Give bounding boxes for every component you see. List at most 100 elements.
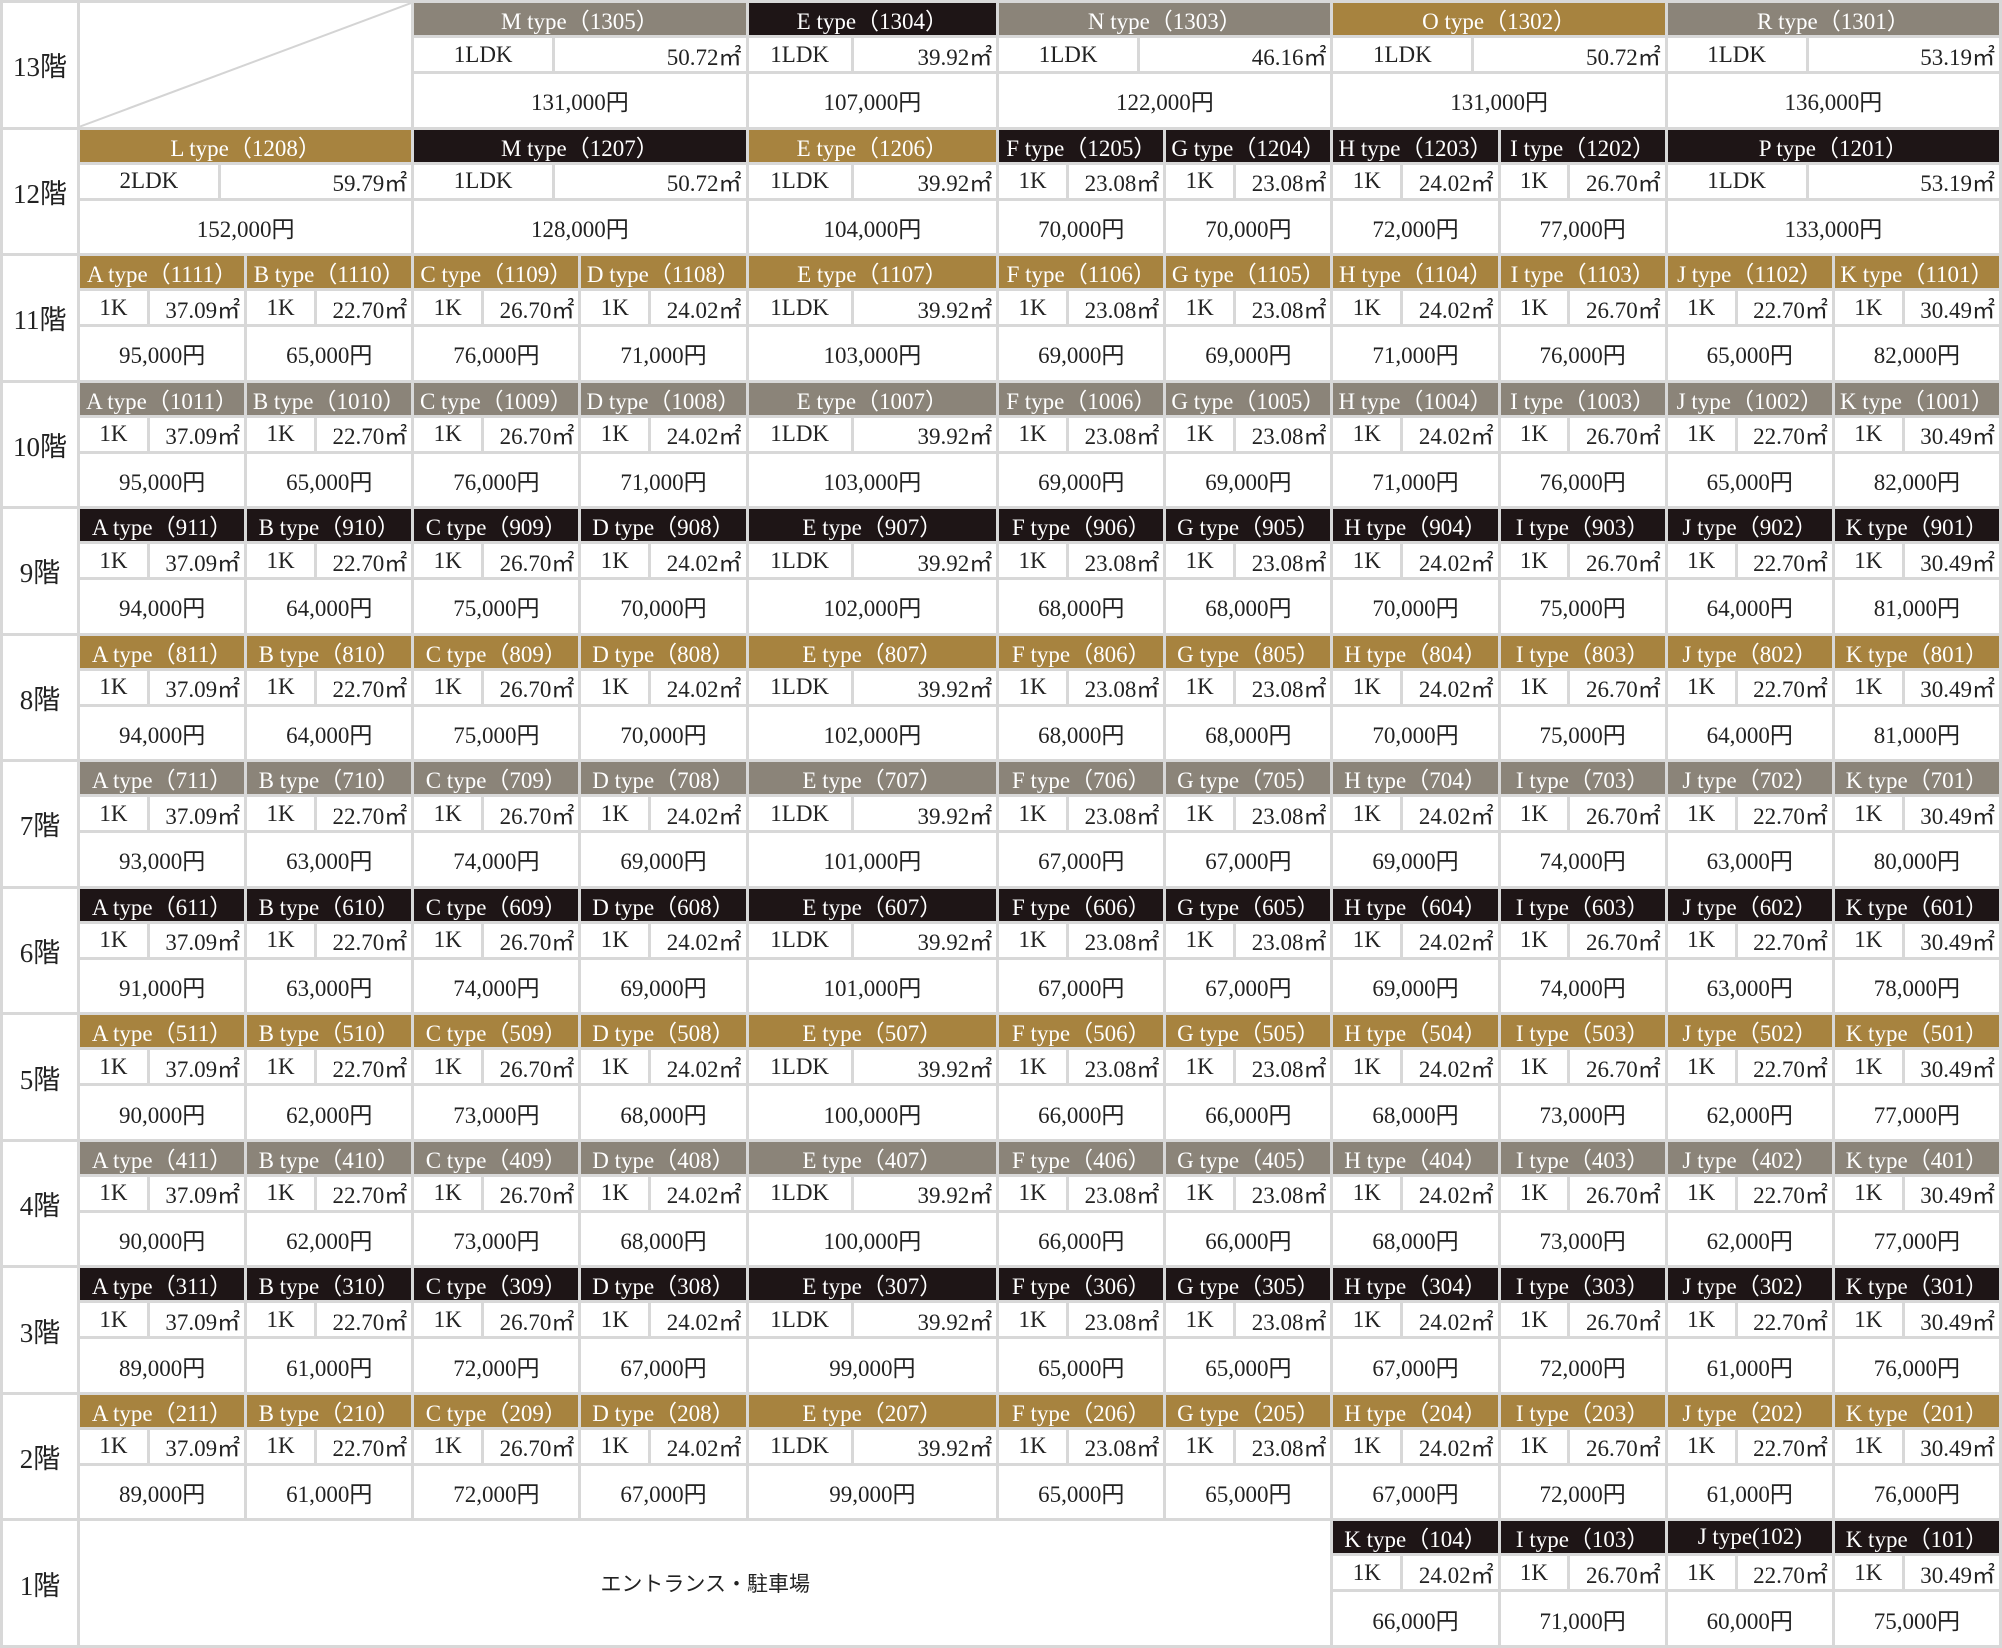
unit-cell[interactable]: K type（104） 1K 24.02㎡ 66,000円 <box>1333 1521 1498 1645</box>
unit-cell[interactable]: G type（605） 1K 23.08㎡ 67,000円 <box>1166 888 1331 1013</box>
unit-cell[interactable]: B type（910） 1K 22.70㎡ 64,000円 <box>247 509 412 633</box>
unit-cell[interactable]: B type（1110） 1K 22.70㎡ 65,000円 <box>247 256 412 380</box>
unit-cell[interactable]: K type（801） 1K 30.49㎡ 81,000円 <box>1834 635 1999 760</box>
unit-cell[interactable]: C type（509） 1K 26.70㎡ 73,000円 <box>414 1015 579 1139</box>
unit-cell[interactable]: J type（202） 1K 22.70㎡ 61,000円 <box>1667 1394 1832 1519</box>
unit-cell[interactable]: C type（909） 1K 26.70㎡ 75,000円 <box>414 509 579 633</box>
unit-cell[interactable]: G type（705） 1K 23.08㎡ 67,000円 <box>1166 762 1331 886</box>
unit-cell[interactable]: H type（1203） 1K 24.02㎡ 72,000円 <box>1333 129 1498 254</box>
unit-cell[interactable]: J type（802） 1K 22.70㎡ 64,000円 <box>1667 635 1832 760</box>
unit-cell[interactable]: J type(102) 1K 22.70㎡ 60,000円 <box>1667 1521 1832 1645</box>
unit-cell[interactable]: K type（201） 1K 30.49㎡ 76,000円 <box>1834 1394 1999 1519</box>
unit-cell[interactable]: A type（411） 1K 37.09㎡ 90,000円 <box>80 1141 245 1266</box>
unit-cell[interactable]: A type（311） 1K 37.09㎡ 89,000円 <box>80 1268 245 1392</box>
unit-cell[interactable]: G type（305） 1K 23.08㎡ 65,000円 <box>1166 1268 1331 1392</box>
unit-cell[interactable]: B type（310） 1K 22.70㎡ 61,000円 <box>247 1268 412 1392</box>
unit-cell[interactable]: A type（511） 1K 37.09㎡ 90,000円 <box>80 1015 245 1139</box>
unit-cell[interactable]: I type（1202） 1K 26.70㎡ 77,000円 <box>1500 129 1665 254</box>
unit-cell[interactable]: K type（101） 1K 30.49㎡ 75,000円 <box>1834 1521 1999 1645</box>
unit-cell[interactable]: J type（402） 1K 22.70㎡ 62,000円 <box>1667 1141 1832 1266</box>
unit-cell[interactable]: L type（1208） 2LDK 59.79㎡ 152,000円 <box>80 129 412 254</box>
unit-cell[interactable]: H type（404） 1K 24.02㎡ 68,000円 <box>1333 1141 1498 1266</box>
unit-cell[interactable]: B type（210） 1K 22.70㎡ 61,000円 <box>247 1394 412 1519</box>
unit-cell[interactable]: F type（1205） 1K 23.08㎡ 70,000円 <box>999 129 1164 254</box>
unit-cell[interactable]: G type（205） 1K 23.08㎡ 65,000円 <box>1166 1394 1331 1519</box>
unit-cell[interactable]: H type（204） 1K 24.02㎡ 67,000円 <box>1333 1394 1498 1519</box>
unit-cell[interactable]: C type（709） 1K 26.70㎡ 74,000円 <box>414 762 579 886</box>
unit-cell[interactable]: G type（1204） 1K 23.08㎡ 70,000円 <box>1166 129 1331 254</box>
unit-cell[interactable]: F type（606） 1K 23.08㎡ 67,000円 <box>999 888 1164 1013</box>
unit-cell[interactable]: I type（103） 1K 26.70㎡ 71,000円 <box>1500 1521 1665 1645</box>
unit-cell[interactable]: I type（703） 1K 26.70㎡ 74,000円 <box>1500 762 1665 886</box>
unit-cell[interactable]: C type（1109） 1K 26.70㎡ 76,000円 <box>414 256 579 380</box>
unit-cell[interactable]: I type（903） 1K 26.70㎡ 75,000円 <box>1500 509 1665 633</box>
unit-cell[interactable]: B type（810） 1K 22.70㎡ 64,000円 <box>247 635 412 760</box>
unit-cell[interactable]: G type（1105） 1K 23.08㎡ 69,000円 <box>1166 256 1331 380</box>
unit-cell[interactable]: F type（406） 1K 23.08㎡ 66,000円 <box>999 1141 1164 1266</box>
unit-cell[interactable]: J type（302） 1K 22.70㎡ 61,000円 <box>1667 1268 1832 1392</box>
unit-cell[interactable]: H type（604） 1K 24.02㎡ 69,000円 <box>1333 888 1498 1013</box>
unit-cell[interactable]: J type（1002） 1K 22.70㎡ 65,000円 <box>1667 382 1832 507</box>
unit-cell[interactable]: I type（303） 1K 26.70㎡ 72,000円 <box>1500 1268 1665 1392</box>
unit-cell[interactable]: J type（1102） 1K 22.70㎡ 65,000円 <box>1667 256 1832 380</box>
unit-cell[interactable]: F type（906） 1K 23.08㎡ 68,000円 <box>999 509 1164 633</box>
unit-cell[interactable]: J type（702） 1K 22.70㎡ 63,000円 <box>1667 762 1832 886</box>
unit-cell[interactable]: D type（708） 1K 24.02㎡ 69,000円 <box>581 762 746 886</box>
unit-cell[interactable]: G type（1005） 1K 23.08㎡ 69,000円 <box>1166 382 1331 507</box>
unit-cell[interactable]: H type（804） 1K 24.02㎡ 70,000円 <box>1333 635 1498 760</box>
unit-cell[interactable]: A type（211） 1K 37.09㎡ 89,000円 <box>80 1394 245 1519</box>
unit-cell[interactable]: H type（904） 1K 24.02㎡ 70,000円 <box>1333 509 1498 633</box>
unit-cell[interactable]: I type（403） 1K 26.70㎡ 73,000円 <box>1500 1141 1665 1266</box>
unit-cell[interactable]: E type（707） 1LDK 39.92㎡ 101,000円 <box>748 762 997 886</box>
unit-cell[interactable]: F type（806） 1K 23.08㎡ 68,000円 <box>999 635 1164 760</box>
unit-cell[interactable]: N type（1303） 1LDK 46.16㎡ 122,000円 <box>999 3 1331 127</box>
unit-cell[interactable]: K type（1001） 1K 30.49㎡ 82,000円 <box>1834 382 1999 507</box>
unit-cell[interactable]: P type（1201） 1LDK 53.19㎡ 133,000円 <box>1667 129 1999 254</box>
unit-cell[interactable]: G type（405） 1K 23.08㎡ 66,000円 <box>1166 1141 1331 1266</box>
unit-cell[interactable]: A type（911） 1K 37.09㎡ 94,000円 <box>80 509 245 633</box>
unit-cell[interactable]: I type（203） 1K 26.70㎡ 72,000円 <box>1500 1394 1665 1519</box>
unit-cell[interactable]: D type（1008） 1K 24.02㎡ 71,000円 <box>581 382 746 507</box>
unit-cell[interactable]: O type（1302） 1LDK 50.72㎡ 131,000円 <box>1333 3 1665 127</box>
unit-cell[interactable]: E type（207） 1LDK 39.92㎡ 99,000円 <box>748 1394 997 1519</box>
unit-cell[interactable]: E type（807） 1LDK 39.92㎡ 102,000円 <box>748 635 997 760</box>
unit-cell[interactable]: D type（408） 1K 24.02㎡ 68,000円 <box>581 1141 746 1266</box>
unit-cell[interactable]: C type（409） 1K 26.70㎡ 73,000円 <box>414 1141 579 1266</box>
unit-cell[interactable]: G type（505） 1K 23.08㎡ 66,000円 <box>1166 1015 1331 1139</box>
unit-cell[interactable]: F type（206） 1K 23.08㎡ 65,000円 <box>999 1394 1164 1519</box>
unit-cell[interactable]: D type（808） 1K 24.02㎡ 70,000円 <box>581 635 746 760</box>
unit-cell[interactable]: A type（1111） 1K 37.09㎡ 95,000円 <box>80 256 245 380</box>
unit-cell[interactable]: B type（710） 1K 22.70㎡ 63,000円 <box>247 762 412 886</box>
unit-cell[interactable]: E type（907） 1LDK 39.92㎡ 102,000円 <box>748 509 997 633</box>
unit-cell[interactable]: H type（704） 1K 24.02㎡ 69,000円 <box>1333 762 1498 886</box>
unit-cell[interactable]: I type（503） 1K 26.70㎡ 73,000円 <box>1500 1015 1665 1139</box>
unit-cell[interactable]: E type（407） 1LDK 39.92㎡ 100,000円 <box>748 1141 997 1266</box>
unit-cell[interactable]: D type（308） 1K 24.02㎡ 67,000円 <box>581 1268 746 1392</box>
unit-cell[interactable]: C type（309） 1K 26.70㎡ 72,000円 <box>414 1268 579 1392</box>
unit-cell[interactable]: H type（1104） 1K 24.02㎡ 71,000円 <box>1333 256 1498 380</box>
unit-cell[interactable]: E type（307） 1LDK 39.92㎡ 99,000円 <box>748 1268 997 1392</box>
unit-cell[interactable]: K type（601） 1K 30.49㎡ 78,000円 <box>1834 888 1999 1013</box>
unit-cell[interactable]: D type（908） 1K 24.02㎡ 70,000円 <box>581 509 746 633</box>
unit-cell[interactable]: I type（1003） 1K 26.70㎡ 76,000円 <box>1500 382 1665 507</box>
unit-cell[interactable]: E type（607） 1LDK 39.92㎡ 101,000円 <box>748 888 997 1013</box>
unit-cell[interactable]: F type（706） 1K 23.08㎡ 67,000円 <box>999 762 1164 886</box>
unit-cell[interactable]: B type（1010） 1K 22.70㎡ 65,000円 <box>247 382 412 507</box>
unit-cell[interactable]: C type（1009） 1K 26.70㎡ 76,000円 <box>414 382 579 507</box>
unit-cell[interactable]: I type（1103） 1K 26.70㎡ 76,000円 <box>1500 256 1665 380</box>
unit-cell[interactable]: E type（1304） 1LDK 39.92㎡ 107,000円 <box>748 3 997 127</box>
unit-cell[interactable]: I type（603） 1K 26.70㎡ 74,000円 <box>1500 888 1665 1013</box>
unit-cell[interactable]: E type（1107） 1LDK 39.92㎡ 103,000円 <box>748 256 997 380</box>
unit-cell[interactable]: E type（1206） 1LDK 39.92㎡ 104,000円 <box>748 129 997 254</box>
unit-cell[interactable]: M type（1305） 1LDK 50.72㎡ 131,000円 <box>414 3 746 127</box>
unit-cell[interactable]: E type（507） 1LDK 39.92㎡ 100,000円 <box>748 1015 997 1139</box>
unit-cell[interactable]: C type（209） 1K 26.70㎡ 72,000円 <box>414 1394 579 1519</box>
unit-cell[interactable]: D type（1108） 1K 24.02㎡ 71,000円 <box>581 256 746 380</box>
unit-cell[interactable]: E type（1007） 1LDK 39.92㎡ 103,000円 <box>748 382 997 507</box>
unit-cell[interactable]: R type（1301） 1LDK 53.19㎡ 136,000円 <box>1667 3 1999 127</box>
unit-cell[interactable]: J type（602） 1K 22.70㎡ 63,000円 <box>1667 888 1832 1013</box>
unit-cell[interactable]: A type（711） 1K 37.09㎡ 93,000円 <box>80 762 245 886</box>
unit-cell[interactable]: K type（1101） 1K 30.49㎡ 82,000円 <box>1834 256 1999 380</box>
unit-cell[interactable]: F type（506） 1K 23.08㎡ 66,000円 <box>999 1015 1164 1139</box>
unit-cell[interactable]: B type（610） 1K 22.70㎡ 63,000円 <box>247 888 412 1013</box>
